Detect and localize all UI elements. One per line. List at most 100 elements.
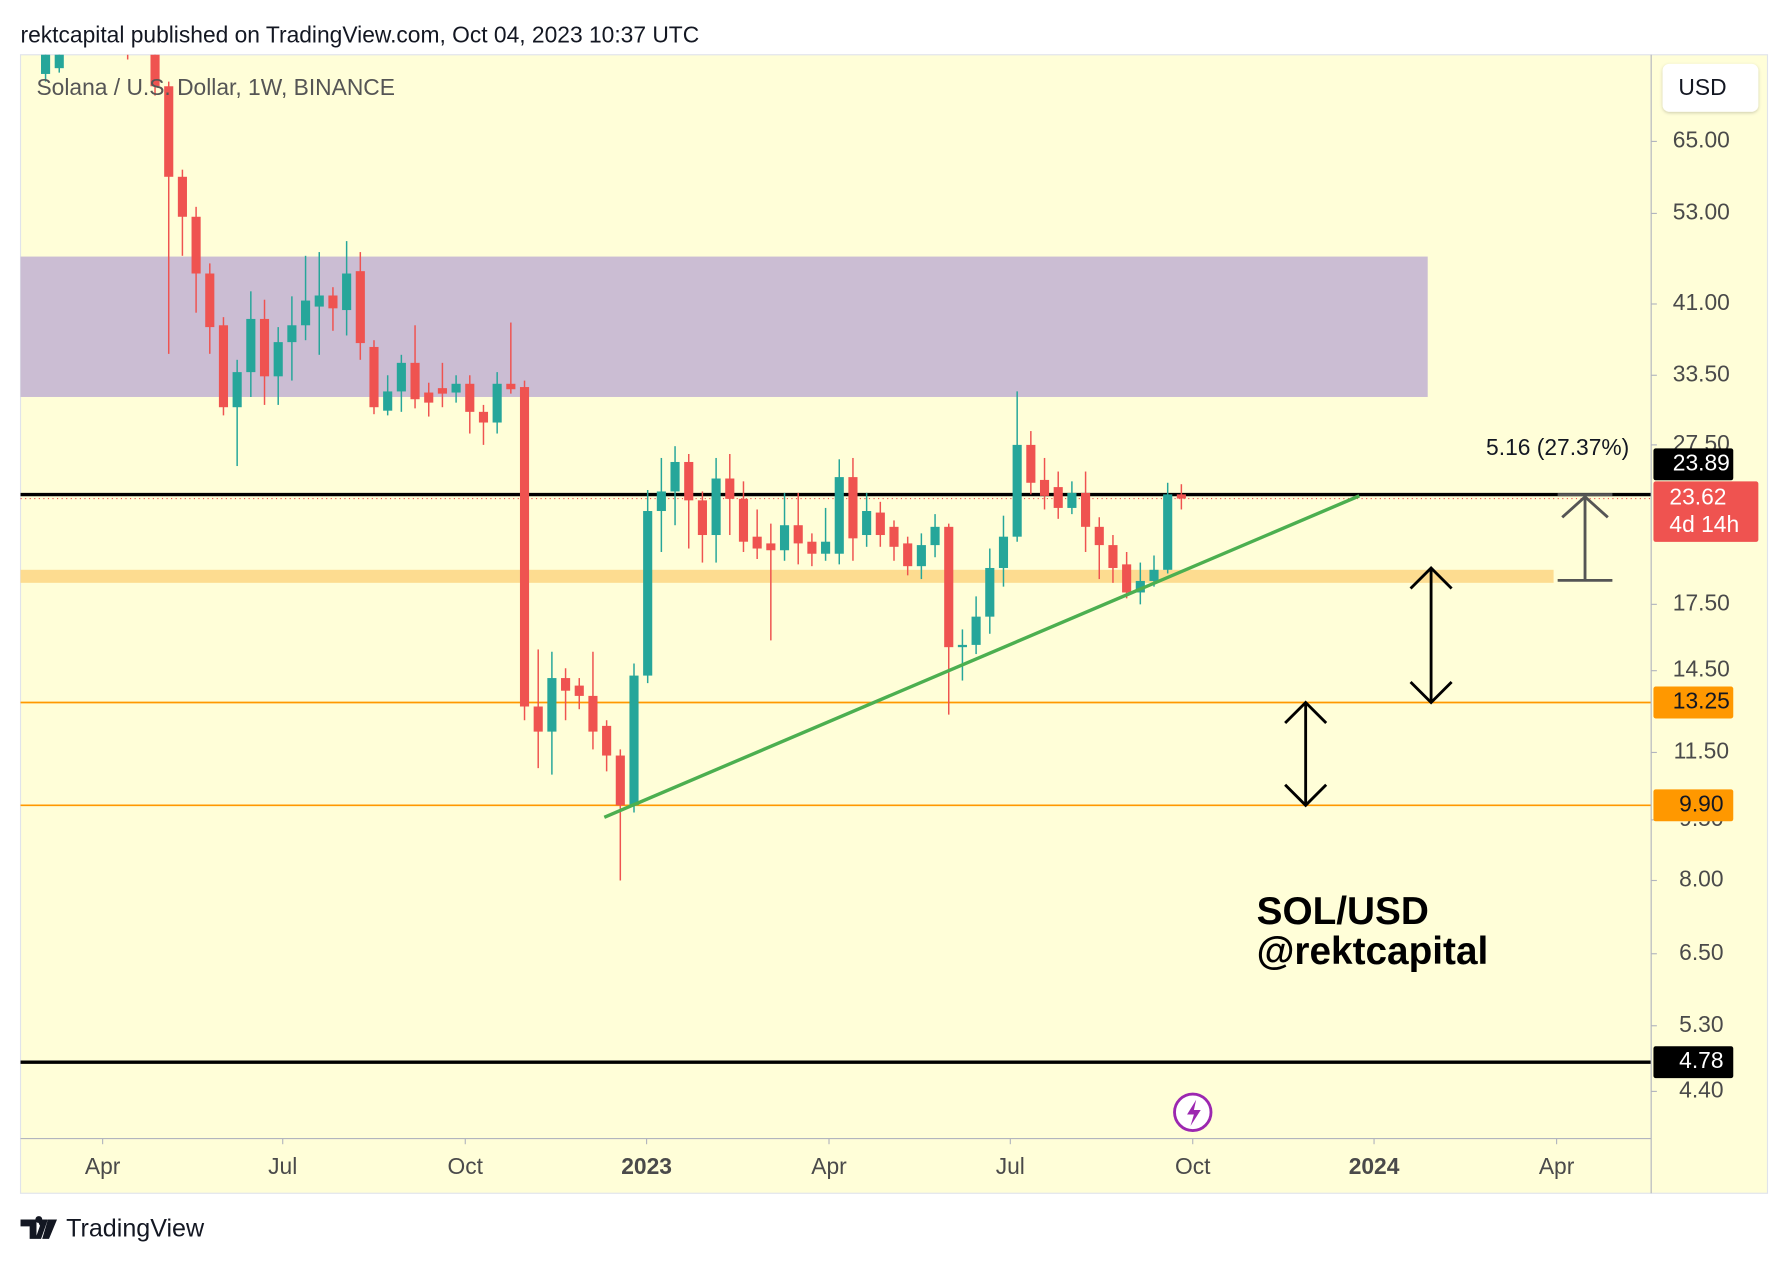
candle-body (1026, 444, 1036, 483)
candle-body (246, 318, 256, 373)
watermark-pair: SOL/USD (1257, 890, 1429, 933)
candle-body (547, 678, 557, 732)
chart-panel (19, 54, 1769, 1194)
x-tick-label: Oct (448, 1153, 484, 1179)
candle-body (629, 675, 639, 806)
candle-body (1108, 545, 1118, 568)
currency-label: USD (1678, 74, 1726, 100)
candle-body (615, 755, 625, 806)
candle-body (1012, 444, 1022, 537)
candle-body (930, 526, 940, 546)
x-tick-label: Jul (996, 1153, 1025, 1179)
candle-body (738, 498, 749, 542)
x-tick-label: 2024 (1349, 1153, 1400, 1179)
y-tick-label: 14.50 (1673, 656, 1730, 682)
x-tick-label: 2023 (621, 1153, 672, 1179)
currency-button[interactable] (1662, 63, 1759, 112)
watermark-author: @rektcapital (1257, 930, 1489, 973)
candle-body (1176, 494, 1186, 499)
candle-body (656, 491, 666, 512)
candle-body (916, 545, 926, 567)
trendline (603, 494, 1360, 819)
range-arrow-head (1284, 700, 1328, 808)
x-tick-label: Apr (811, 1153, 847, 1179)
candle-body (150, 54, 160, 87)
level-price-label: 13.25 (1673, 688, 1730, 714)
candle-body (465, 383, 475, 412)
tv-logo-dot (38, 1219, 46, 1227)
candle-body (451, 383, 461, 393)
candle-body (574, 685, 584, 696)
y-tick-label: 65.00 (1673, 126, 1730, 152)
candle-body (766, 543, 776, 551)
level-price-box (1653, 1046, 1734, 1079)
candle-body (1135, 580, 1145, 593)
price-zone (20, 256, 1428, 397)
candle-body (957, 644, 967, 648)
candle-body (752, 536, 762, 549)
candle-body (342, 273, 352, 311)
candle-body (369, 346, 379, 408)
candle-body (1081, 492, 1091, 527)
candle-body (602, 725, 612, 756)
bar-countdown: 4d 14h (1669, 511, 1739, 537)
candle-body (862, 511, 872, 536)
candle-body (164, 86, 174, 177)
candle-body (561, 678, 571, 691)
candle-body (301, 300, 311, 326)
candle-body (1039, 479, 1050, 496)
candle-body (328, 295, 338, 309)
candle-body (218, 325, 229, 408)
candle-body (821, 541, 831, 554)
candle-body (725, 478, 735, 499)
candle-body (1053, 487, 1063, 508)
candle-body (1067, 492, 1077, 508)
candle-body (492, 383, 502, 423)
candle-body (807, 541, 817, 554)
axes: 65.0053.0041.0033.5027.5017.5014.5011.50… (85, 126, 1730, 1179)
candle-body (478, 411, 489, 423)
measure-label: 5.16 (27.37%) (1486, 434, 1629, 460)
x-tick-label: Apr (1539, 1153, 1575, 1179)
candle-body (396, 362, 406, 392)
publish-header: rektcapital published on TradingView.com… (21, 22, 700, 48)
x-tick-label: Oct (1175, 1153, 1211, 1179)
candle-body (670, 461, 680, 492)
last-price-box (1653, 481, 1759, 542)
candle-body (314, 295, 324, 307)
y-tick-label: 33.50 (1673, 360, 1730, 386)
y-tick-label: 41.00 (1673, 289, 1730, 315)
y-tick-label: 4.40 (1679, 1076, 1723, 1102)
candle-body (697, 500, 707, 536)
candle-body (779, 525, 790, 551)
candle-body (519, 387, 530, 707)
y-tick-label: 11.50 (1674, 737, 1729, 763)
candle-body (205, 273, 215, 328)
candle-body (1163, 494, 1173, 570)
y-tick-label: 53.00 (1673, 198, 1730, 224)
tv-logo-mark (42, 1219, 58, 1239)
x-tick-label: Apr (85, 1153, 121, 1179)
candle-body (1094, 526, 1104, 546)
y-tick-label: 6.50 (1679, 939, 1723, 965)
candle-body (985, 567, 995, 617)
y-tick-label: 17.50 (1673, 589, 1730, 615)
levels (20, 492, 1652, 1064)
candle-body (355, 271, 365, 344)
candle-body (903, 543, 913, 567)
level-price-box (1653, 686, 1734, 719)
candle-body (410, 362, 420, 400)
candle-body (232, 372, 242, 408)
drawings: 5.16 (27.37%) (603, 434, 1629, 819)
last-price-label: 23.62 (1669, 484, 1726, 510)
candle-body (259, 318, 270, 377)
candle-body (944, 526, 954, 648)
candle-body (793, 525, 803, 544)
candle-body (971, 616, 981, 645)
candle-body (998, 536, 1009, 568)
event-bolt (1187, 1099, 1201, 1126)
candle-body (54, 54, 64, 69)
candle-body (383, 391, 393, 411)
measure-head (1561, 494, 1609, 519)
